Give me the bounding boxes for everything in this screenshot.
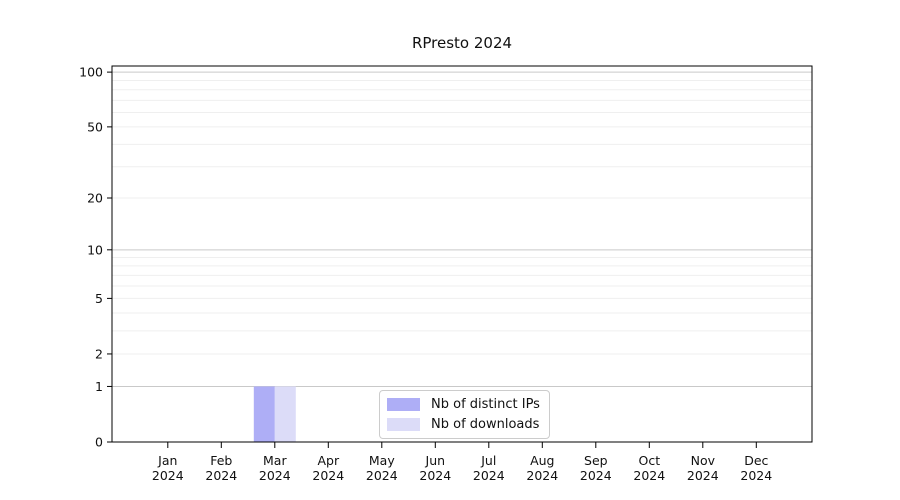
y-axis-tick-label: 0 (95, 435, 103, 450)
x-axis-tick-label-month: Sep (584, 453, 608, 468)
x-axis-tick-label-year: 2024 (687, 468, 719, 483)
x-axis-tick-label-year: 2024 (152, 468, 184, 483)
x-axis-tick-label-month: Aug (530, 453, 554, 468)
x-axis-tick-label-year: 2024 (580, 468, 612, 483)
y-axis-tick-label: 100 (79, 65, 103, 80)
x-axis-tick-label-year: 2024 (633, 468, 665, 483)
bar-downloads (274, 386, 296, 442)
y-axis-tick-label: 2 (95, 346, 103, 361)
x-axis-tick-label-month: Jan (157, 453, 177, 468)
x-axis-tick-label-year: 2024 (205, 468, 237, 483)
x-axis-tick-label-year: 2024 (526, 468, 558, 483)
legend-swatch-downloads (387, 418, 420, 431)
legend-label-downloads: Nb of downloads (431, 417, 540, 432)
x-axis-tick-label-month: Jul (480, 453, 496, 468)
x-axis-tick-label-month: May (369, 453, 395, 468)
x-axis-tick-label-month: Jun (425, 453, 446, 468)
chart-title: RPresto 2024 (411, 34, 513, 52)
x-axis-tick-label-month: Dec (744, 453, 768, 468)
x-axis-tick-label-year: 2024 (259, 468, 291, 483)
legend-swatch-distinct-ips (387, 398, 420, 411)
x-axis-tick-label-year: 2024 (419, 468, 451, 483)
y-axis-tick-label: 20 (87, 190, 103, 205)
y-axis-tick-label: 5 (95, 291, 103, 306)
y-axis-tick-label: 1 (95, 379, 103, 394)
x-axis-tick-label-year: 2024 (312, 468, 344, 483)
x-axis-tick-label-month: Feb (210, 453, 232, 468)
y-axis-tick-label: 10 (87, 242, 103, 257)
x-axis-tick-label-month: Mar (263, 453, 287, 468)
x-axis-tick-label-year: 2024 (366, 468, 398, 483)
x-axis-tick-label-month: Oct (638, 453, 660, 468)
x-axis-tick-label-year: 2024 (740, 468, 772, 483)
x-axis-tick-label-month: Apr (317, 453, 339, 468)
legend-item-downloads: Nb of downloads (387, 416, 540, 433)
bar-distinct-ips (253, 386, 275, 442)
axis-spines (111, 65, 813, 443)
x-axis-tick-label-month: Nov (691, 453, 716, 468)
legend-item-distinct-ips: Nb of distinct IPs (387, 396, 540, 413)
x-axis-tick-label-year: 2024 (473, 468, 505, 483)
legend-label-distinct-ips: Nb of distinct IPs (431, 397, 540, 412)
legend: Nb of distinct IPs Nb of downloads (379, 390, 550, 439)
y-axis-tick-label: 50 (87, 119, 103, 134)
